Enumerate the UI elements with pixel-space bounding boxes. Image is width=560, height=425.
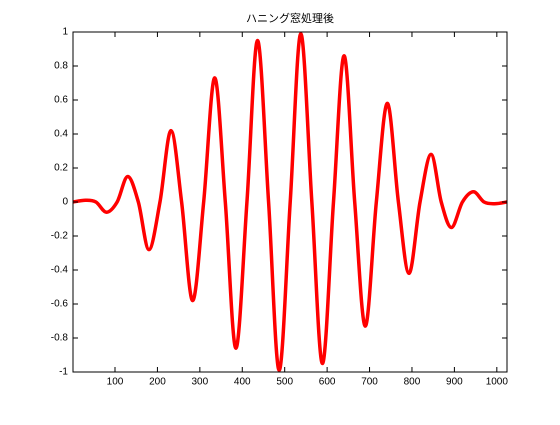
x-tick-label: 100 — [107, 377, 124, 388]
x-tick-label: 400 — [234, 377, 251, 388]
y-tick-label: 0.8 — [54, 61, 68, 72]
y-tick-label: -0.2 — [51, 231, 69, 242]
x-tick-label: 600 — [319, 377, 336, 388]
x-tick-label: 500 — [276, 377, 293, 388]
y-tick-label: -0.6 — [51, 299, 69, 310]
x-tick-label: 700 — [361, 377, 378, 388]
y-tick-label: -1 — [59, 367, 68, 378]
y-tick-label: 0.6 — [54, 95, 68, 106]
chart-title: ハニング窓処理後 — [246, 11, 334, 25]
data-line — [72, 31, 508, 373]
x-tick-label: 800 — [404, 377, 421, 388]
y-tick-label: 0 — [62, 197, 68, 208]
x-tick-label: 1000 — [486, 377, 509, 388]
x-tick-label: 200 — [149, 377, 166, 388]
x-tick-label: 900 — [446, 377, 463, 388]
y-tick-label: 0.4 — [54, 129, 68, 140]
y-tick-label: 1 — [62, 27, 68, 38]
y-tick-label: -0.8 — [51, 333, 69, 344]
y-tick-label: 0.2 — [54, 163, 68, 174]
y-tick-label: -0.4 — [51, 265, 69, 276]
x-tick-label: 300 — [192, 377, 209, 388]
